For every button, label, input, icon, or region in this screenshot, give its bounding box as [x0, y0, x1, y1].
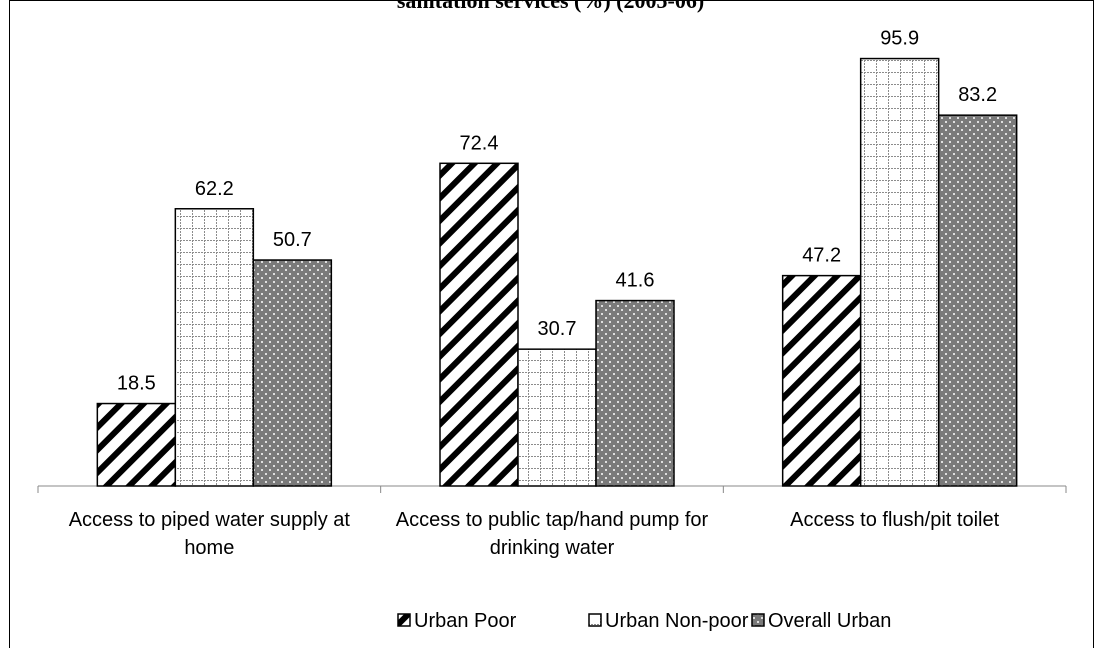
- bar: [517, 348, 597, 487]
- legend-swatch: [397, 613, 411, 627]
- value-label: 30.7: [538, 318, 577, 340]
- bar: [859, 57, 940, 487]
- legend-label: Urban Non-poor: [605, 610, 749, 632]
- bar: [439, 162, 519, 487]
- x-tick-label: Access to flush/pit toilet: [790, 509, 1000, 531]
- value-label: 47.2: [802, 245, 841, 267]
- legend-label: Urban Poor: [414, 610, 517, 632]
- bar: [937, 114, 1018, 487]
- value-label: 50.7: [273, 229, 312, 251]
- bar: [252, 259, 333, 487]
- bar: [96, 402, 177, 487]
- value-label: 83.2: [958, 84, 997, 106]
- value-label: 72.4: [460, 132, 499, 154]
- x-tick-label: Access to public tap/hand pump for drink…: [395, 509, 709, 559]
- bar: [174, 208, 255, 487]
- value-label: 95.9: [880, 28, 919, 50]
- chart-border: [9, 0, 1094, 648]
- bar: [781, 274, 862, 487]
- value-label: 62.2: [195, 178, 234, 200]
- value-label: 18.5: [117, 373, 156, 395]
- legend-swatch: [751, 613, 765, 627]
- legend-label: Overall Urban: [768, 610, 891, 632]
- bar: [595, 299, 675, 487]
- chart-title: sanitation services (%) (2005-06): [396, 0, 705, 13]
- value-label: 41.6: [616, 270, 655, 292]
- x-tick-label: Access to piped water supply at home: [68, 509, 350, 559]
- legend-swatch: [588, 613, 602, 627]
